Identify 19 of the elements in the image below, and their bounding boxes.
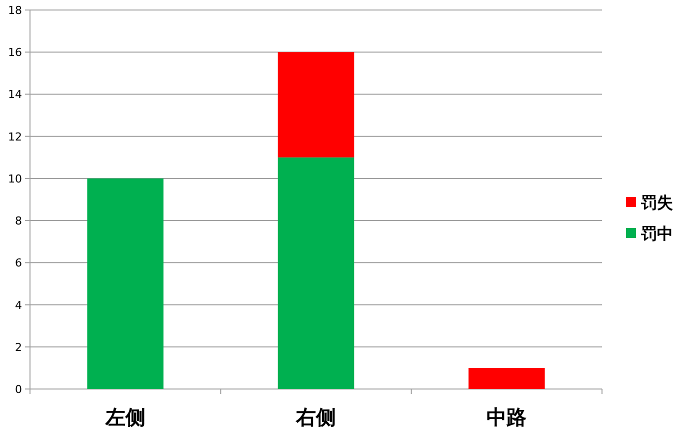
bar [468,368,545,389]
x-tick-label: 中路 [486,405,527,429]
bar [278,157,354,389]
y-tick-label: 18 [8,4,22,17]
y-tick-label: 2 [15,340,22,354]
legend-label: 罚中 [640,224,673,243]
y-tick-label: 14 [8,88,22,102]
y-tick-label: 4 [15,298,22,312]
y-tick-label: 10 [8,172,22,186]
y-tick-label: 16 [8,46,22,60]
y-tick-label: 0 [15,383,22,396]
legend-label: 罚失 [640,193,673,212]
bar [278,52,354,158]
bar [87,178,164,389]
x-tick-label: 右侧 [295,405,336,429]
y-tick-label: 6 [15,256,22,270]
y-tick-label: 12 [8,130,22,144]
y-tick-label: 8 [15,214,22,228]
x-tick-label: 左侧 [104,405,146,429]
